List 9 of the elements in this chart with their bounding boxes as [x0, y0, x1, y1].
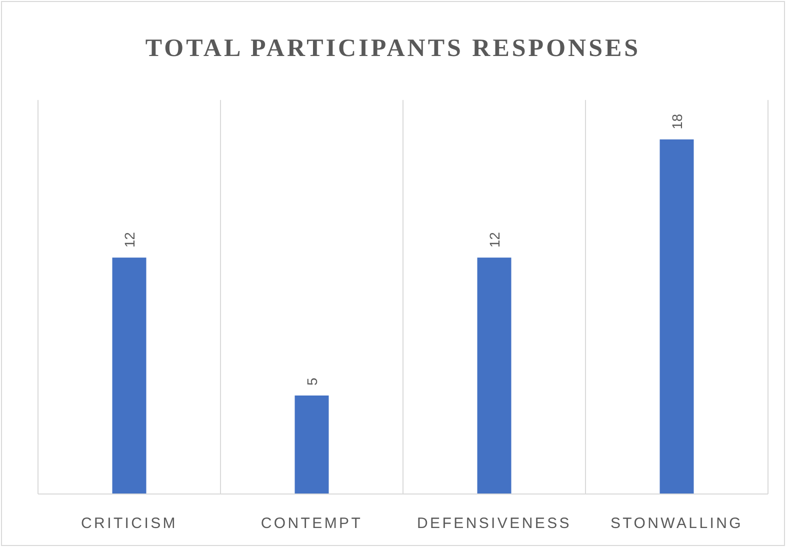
data-label: 12 — [486, 232, 502, 248]
x-tick-label: STONWALLING — [610, 515, 744, 532]
x-tick-label: CONTEMPT — [260, 515, 363, 532]
x-tick-label: DEFENSIVENESS — [417, 515, 572, 532]
x-tick-label: CRITICISM — [81, 515, 178, 532]
chart-title: TOTAL PARTICIPANTS RESPONSES — [145, 35, 641, 62]
data-label: 18 — [668, 114, 685, 130]
data-label: 12 — [121, 232, 138, 248]
data-label: 5 — [304, 378, 320, 386]
